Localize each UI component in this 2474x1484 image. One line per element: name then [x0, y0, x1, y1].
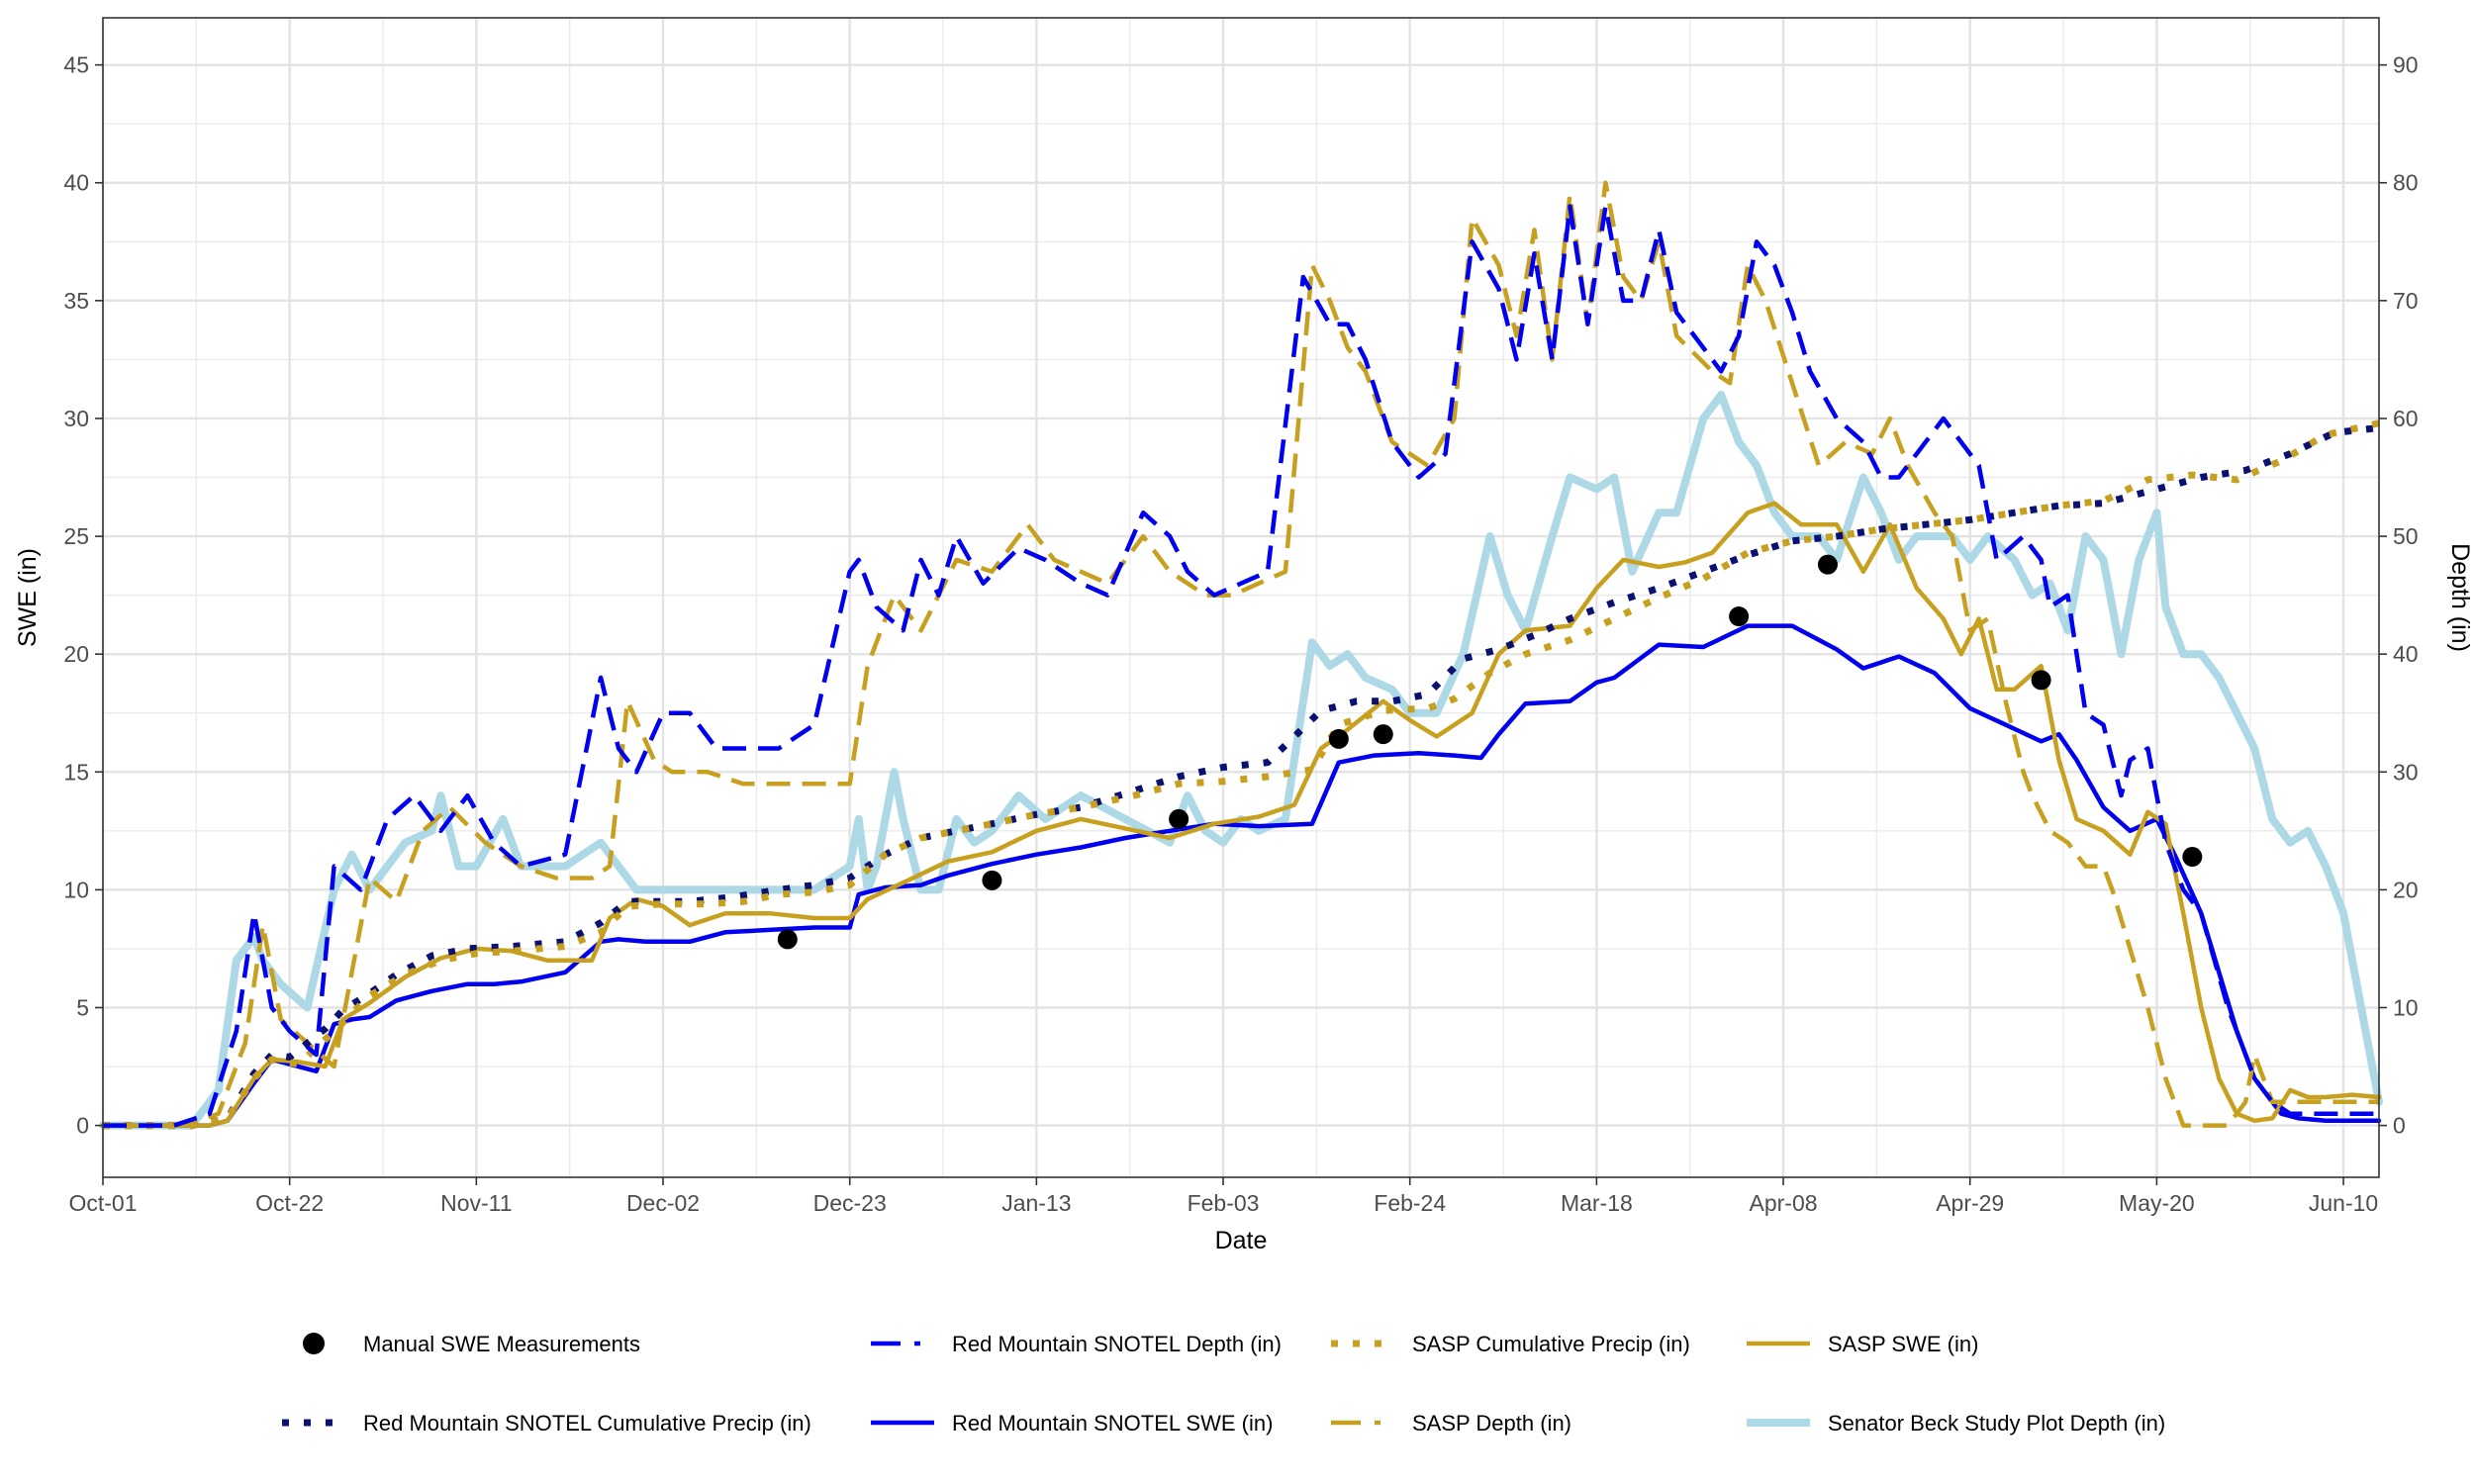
x-tick-label: Mar-18	[1561, 1190, 1633, 1216]
legend-label-sasp-cumulative-precip: SASP Cumulative Precip (in)	[1412, 1332, 1690, 1356]
legend-label-red-mountain-snotel-swe: Red Mountain SNOTEL SWE (in)	[952, 1411, 1273, 1436]
y-tick-label: 25	[63, 523, 89, 549]
series-line-senator-beck-study-plot-depth	[99, 391, 2383, 1130]
y-tick-label: 15	[63, 759, 89, 785]
y2-tick-label: 20	[2393, 877, 2419, 902]
x-tick-label: Dec-23	[813, 1190, 887, 1216]
x-tick-label: Oct-01	[68, 1190, 137, 1216]
series-layer	[99, 180, 2383, 1130]
legend-key-manual-swe-measurements	[303, 1333, 325, 1354]
legend-label-red-mountain-snotel-cumulative-precip: Red Mountain SNOTEL Cumulative Precip (i…	[363, 1411, 811, 1436]
point-manual-swe-measurements	[1817, 554, 1838, 575]
x-tick-label: Apr-29	[1936, 1190, 2004, 1216]
point-manual-swe-measurements	[1328, 728, 1349, 749]
y-tick-label: 45	[63, 52, 89, 78]
legend: Manual SWE Measurements Red Mountain SNOT…	[282, 1332, 2165, 1436]
y2-tick-label: 0	[2393, 1113, 2406, 1139]
x-axis-title: Date	[1215, 1227, 1268, 1254]
y-tick-label: 30	[63, 406, 89, 431]
y-axis-title: SWE (in)	[14, 548, 42, 647]
y2-tick-label: 80	[2393, 170, 2419, 196]
legend-label-sasp-swe: SASP SWE (in)	[1828, 1332, 1978, 1356]
point-manual-swe-measurements	[982, 870, 1002, 890]
y2-tick-label: 90	[2393, 52, 2419, 78]
series-line-red-mountain-snotel-swe	[100, 623, 2382, 1128]
x-tick-label: Feb-03	[1188, 1190, 1260, 1216]
series-line-red-mountain-snotel-cumulative-precip	[103, 424, 2380, 1130]
legend-label-red-mountain-snotel-depth: Red Mountain SNOTEL Depth (in)	[952, 1332, 1282, 1356]
point-manual-swe-measurements	[1729, 606, 1750, 627]
y2-tick-label: 40	[2393, 641, 2419, 667]
point-manual-swe-measurements	[1169, 808, 1189, 829]
y2-tick-label: 60	[2393, 406, 2419, 431]
x-tick-label: Oct-22	[255, 1190, 324, 1216]
x-tick-label: Apr-08	[1750, 1190, 1818, 1216]
x-tick-label: Jun-10	[2309, 1190, 2378, 1216]
series-line-sasp-depth	[103, 180, 2379, 1128]
y2-tick-label: 10	[2393, 994, 2419, 1020]
x-tick-label: Feb-24	[1374, 1190, 1446, 1216]
point-manual-swe-measurements	[1373, 724, 1393, 745]
legend-label-sasp-depth: SASP Depth (in)	[1412, 1411, 1571, 1436]
x-tick-label: Dec-02	[626, 1190, 700, 1216]
y-tick-label: 10	[63, 877, 89, 902]
y-tick-label: 5	[76, 994, 89, 1020]
y-tick-label: 0	[76, 1113, 89, 1139]
y2-axis-title: Depth (in)	[2446, 543, 2474, 652]
series-line-red-mountain-snotel-depth	[103, 204, 2379, 1128]
point-manual-swe-measurements	[2031, 670, 2051, 691]
y2-tick-label: 70	[2393, 288, 2419, 314]
y-tick-label: 35	[63, 288, 89, 314]
x-tick-label: Jan-13	[1001, 1190, 1071, 1216]
x-tick-label: May-20	[2119, 1190, 2195, 1216]
y2-tick-label: 30	[2393, 759, 2419, 785]
x-tick-label: Nov-11	[440, 1190, 512, 1216]
legend-label-senator-beck-study-plot-depth: Senator Beck Study Plot Depth (in)	[1828, 1411, 2165, 1436]
panel-border	[102, 17, 2380, 1178]
y2-tick-label: 50	[2393, 523, 2419, 549]
series-line-sasp-cumulative-precip	[103, 419, 2380, 1130]
axes: 0 5 10 15 20 25 30 35 40 45 0 10 20 30 40 50 60 70 80 90 Oct…	[63, 52, 2418, 1216]
y-tick-label: 20	[63, 641, 89, 667]
legend-label-manual-swe-measurements: Manual SWE Measurements	[363, 1332, 640, 1356]
point-manual-swe-measurements	[777, 929, 798, 950]
series-line-sasp-swe	[100, 501, 2382, 1128]
y-tick-label: 40	[63, 170, 89, 196]
grid	[101, 18, 2379, 1177]
point-manual-swe-measurements	[2182, 847, 2203, 868]
